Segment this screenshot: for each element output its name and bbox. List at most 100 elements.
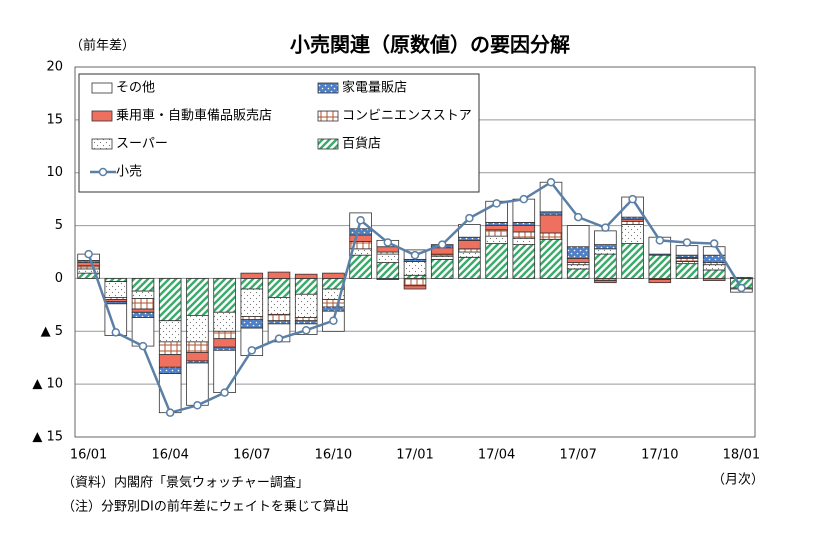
bar-segment xyxy=(186,362,209,406)
bar-segment xyxy=(621,243,644,279)
bar-segment xyxy=(240,278,264,290)
bar-segment xyxy=(485,225,508,231)
y-tick-label: 15 xyxy=(46,112,63,127)
bar-segment xyxy=(702,269,726,279)
bar-segment xyxy=(675,263,699,279)
bar-segment xyxy=(349,234,372,242)
bar-segment xyxy=(675,245,699,256)
bar-segment xyxy=(349,254,372,279)
bar-segment xyxy=(566,264,590,270)
line-marker xyxy=(737,283,746,293)
bar-segment xyxy=(322,299,345,308)
bar-segment xyxy=(349,228,372,236)
bar-segment xyxy=(403,278,427,287)
line-marker xyxy=(410,250,420,260)
bar-segment xyxy=(430,258,454,279)
bar-segment xyxy=(458,239,481,250)
legend-swatch xyxy=(91,138,113,150)
note: （注）分野別DIの前年差にウェイトを乗じて算出 xyxy=(62,499,349,515)
bar-segment xyxy=(213,330,236,340)
bar-segment xyxy=(240,319,264,329)
bar-segment xyxy=(131,290,155,299)
bar-segment xyxy=(403,285,427,290)
legend-swatch xyxy=(317,110,339,122)
line-marker xyxy=(84,249,93,259)
note: （資料）内閣府「景気ウォッチャー調査」 xyxy=(62,475,309,491)
bar-segment xyxy=(566,225,590,248)
y-tick-label: ▲ 5 xyxy=(41,324,63,339)
bar-segment xyxy=(158,278,182,322)
bar-segment xyxy=(702,278,726,281)
bar-segment xyxy=(131,311,155,318)
line-marker xyxy=(628,194,637,204)
line-marker xyxy=(138,341,148,351)
bar-segment xyxy=(213,338,236,348)
bar-segment xyxy=(594,253,617,279)
legend-box xyxy=(78,73,480,193)
line-marker xyxy=(655,236,665,245)
bar-segment xyxy=(485,229,508,237)
bar-segment xyxy=(512,237,536,245)
bar-segment xyxy=(566,246,590,259)
line-marker xyxy=(682,238,692,247)
line-marker xyxy=(465,213,474,223)
bar-segment xyxy=(267,320,291,325)
bar-segment xyxy=(512,244,536,279)
bar-segment xyxy=(430,255,454,260)
bar-segment xyxy=(376,262,400,279)
bar-segment xyxy=(294,278,318,295)
bar-segment xyxy=(458,224,481,238)
line-marker xyxy=(437,240,447,249)
y-tick-label: 10 xyxy=(46,165,63,180)
legend-label: スーパー xyxy=(116,137,168,152)
legend-label: コンビニエンスストア xyxy=(342,109,472,124)
legend-swatch xyxy=(91,110,113,122)
x-tick-label: 16/07 xyxy=(233,448,270,463)
legend-label: 乗用車・自動車備品販売店 xyxy=(116,108,272,124)
line-marker xyxy=(356,216,365,225)
bar-segment xyxy=(376,278,400,280)
bar-segment xyxy=(539,238,563,279)
bar-segment xyxy=(539,211,563,216)
legend-label: 百貨店 xyxy=(342,136,381,152)
bar-segment xyxy=(566,268,590,279)
bar-segment xyxy=(158,366,182,374)
y-tick-label: 5 xyxy=(55,218,63,233)
bar-segment xyxy=(376,253,400,263)
bar-segment xyxy=(267,313,291,322)
bar-segment xyxy=(294,273,318,279)
bar-segment xyxy=(158,354,182,368)
bar-segment xyxy=(240,272,264,279)
bar-segment xyxy=(512,231,536,239)
legend-label: 小売 xyxy=(116,164,142,180)
bar-segment xyxy=(485,221,508,226)
bar-segment xyxy=(594,230,617,246)
bar-segment xyxy=(458,236,481,241)
bar-segment xyxy=(322,278,345,290)
bar-segment xyxy=(294,317,318,322)
bar-segment xyxy=(730,276,753,279)
y-tick-label: ▲ 15 xyxy=(32,430,63,445)
x-tick-label: 17/04 xyxy=(478,448,515,463)
bar-segment xyxy=(594,280,617,284)
bar-segment xyxy=(267,278,291,298)
x-tick-label: 16/01 xyxy=(70,448,107,463)
bar-segment xyxy=(158,341,182,355)
bar-segment xyxy=(213,346,236,351)
bar-segment xyxy=(621,220,644,225)
line-marker xyxy=(301,325,311,335)
bar-segment xyxy=(403,261,427,276)
x-tick-label: 17/01 xyxy=(396,448,433,463)
bar-segment xyxy=(512,225,536,233)
bar-segment xyxy=(77,262,100,267)
bar-segment xyxy=(186,341,209,353)
bar-segment xyxy=(594,244,617,250)
bar-segment xyxy=(213,349,236,394)
bar-segment xyxy=(131,278,155,292)
line-marker xyxy=(193,401,202,410)
y-tick-label: ▲ 10 xyxy=(32,377,63,392)
bar-segment xyxy=(322,306,345,312)
line-marker xyxy=(220,388,229,397)
line-marker xyxy=(519,194,529,204)
chart-title: 小売関連（原数値）の要因分解 xyxy=(290,33,570,57)
